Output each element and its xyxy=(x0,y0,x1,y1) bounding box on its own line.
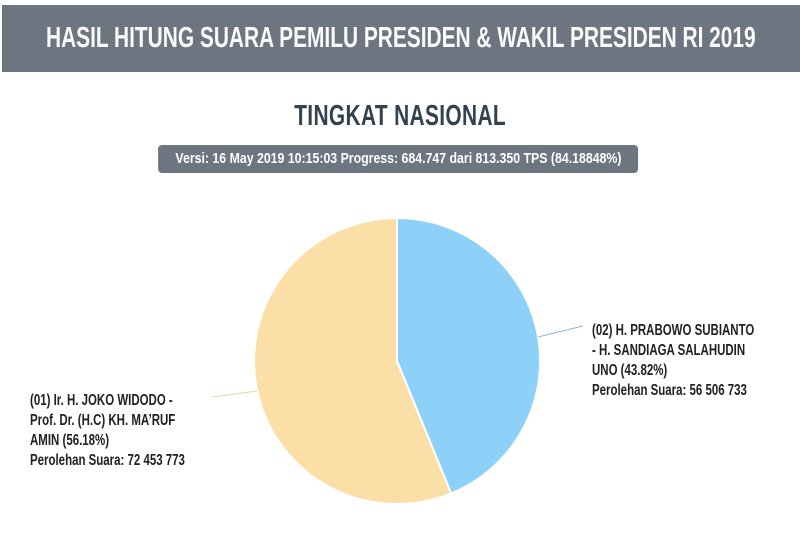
candidate-01-label-line3: AMIN (56.18%) xyxy=(30,432,110,449)
candidate-01-label: (01) Ir. H. JOKO WIDODO - Prof. Dr. (H.C… xyxy=(30,391,185,471)
candidate-01-label-line2: Prof. Dr. (H.C) KH. MA’RUF xyxy=(30,412,176,429)
leader-line-candidate-02 xyxy=(537,325,584,338)
candidate-01-votes: Perolehan Suara: 72 453 773 xyxy=(30,452,185,469)
pie-slice-01[interactable] xyxy=(253,216,453,505)
candidate-02-label-line1: (02) H. PRABOWO SUBIANTO xyxy=(592,322,755,339)
version-badge-text: Versi: 16 May 2019 10:15:03 Progress: 68… xyxy=(175,151,622,167)
level-title: TINGKAT NASIONAL xyxy=(0,100,800,133)
leader-line-candidate-01 xyxy=(211,390,258,398)
candidate-02-votes: Perolehan Suara: 56 506 733 xyxy=(592,382,747,399)
pie-slices-group xyxy=(253,216,542,505)
pie-slice-02[interactable] xyxy=(396,216,542,495)
page-title: HASIL HITUNG SUARA PEMILU PRESIDEN & WAK… xyxy=(46,22,756,54)
level-title-text: TINGKAT NASIONAL xyxy=(294,100,506,132)
header-bar: HASIL HITUNG SUARA PEMILU PRESIDEN & WAK… xyxy=(2,5,800,72)
candidate-02-label-line3: UNO (43.82%) xyxy=(592,362,668,379)
candidate-02-label-line2: - H. SANDIAGA SALAHUDIN xyxy=(592,342,746,359)
candidate-02-label: (02) H. PRABOWO SUBIANTO - H. SANDIAGA S… xyxy=(592,321,754,401)
candidate-01-label-line1: (01) Ir. H. JOKO WIDODO - xyxy=(30,392,173,409)
version-badge: Versi: 16 May 2019 10:15:03 Progress: 68… xyxy=(158,145,639,173)
